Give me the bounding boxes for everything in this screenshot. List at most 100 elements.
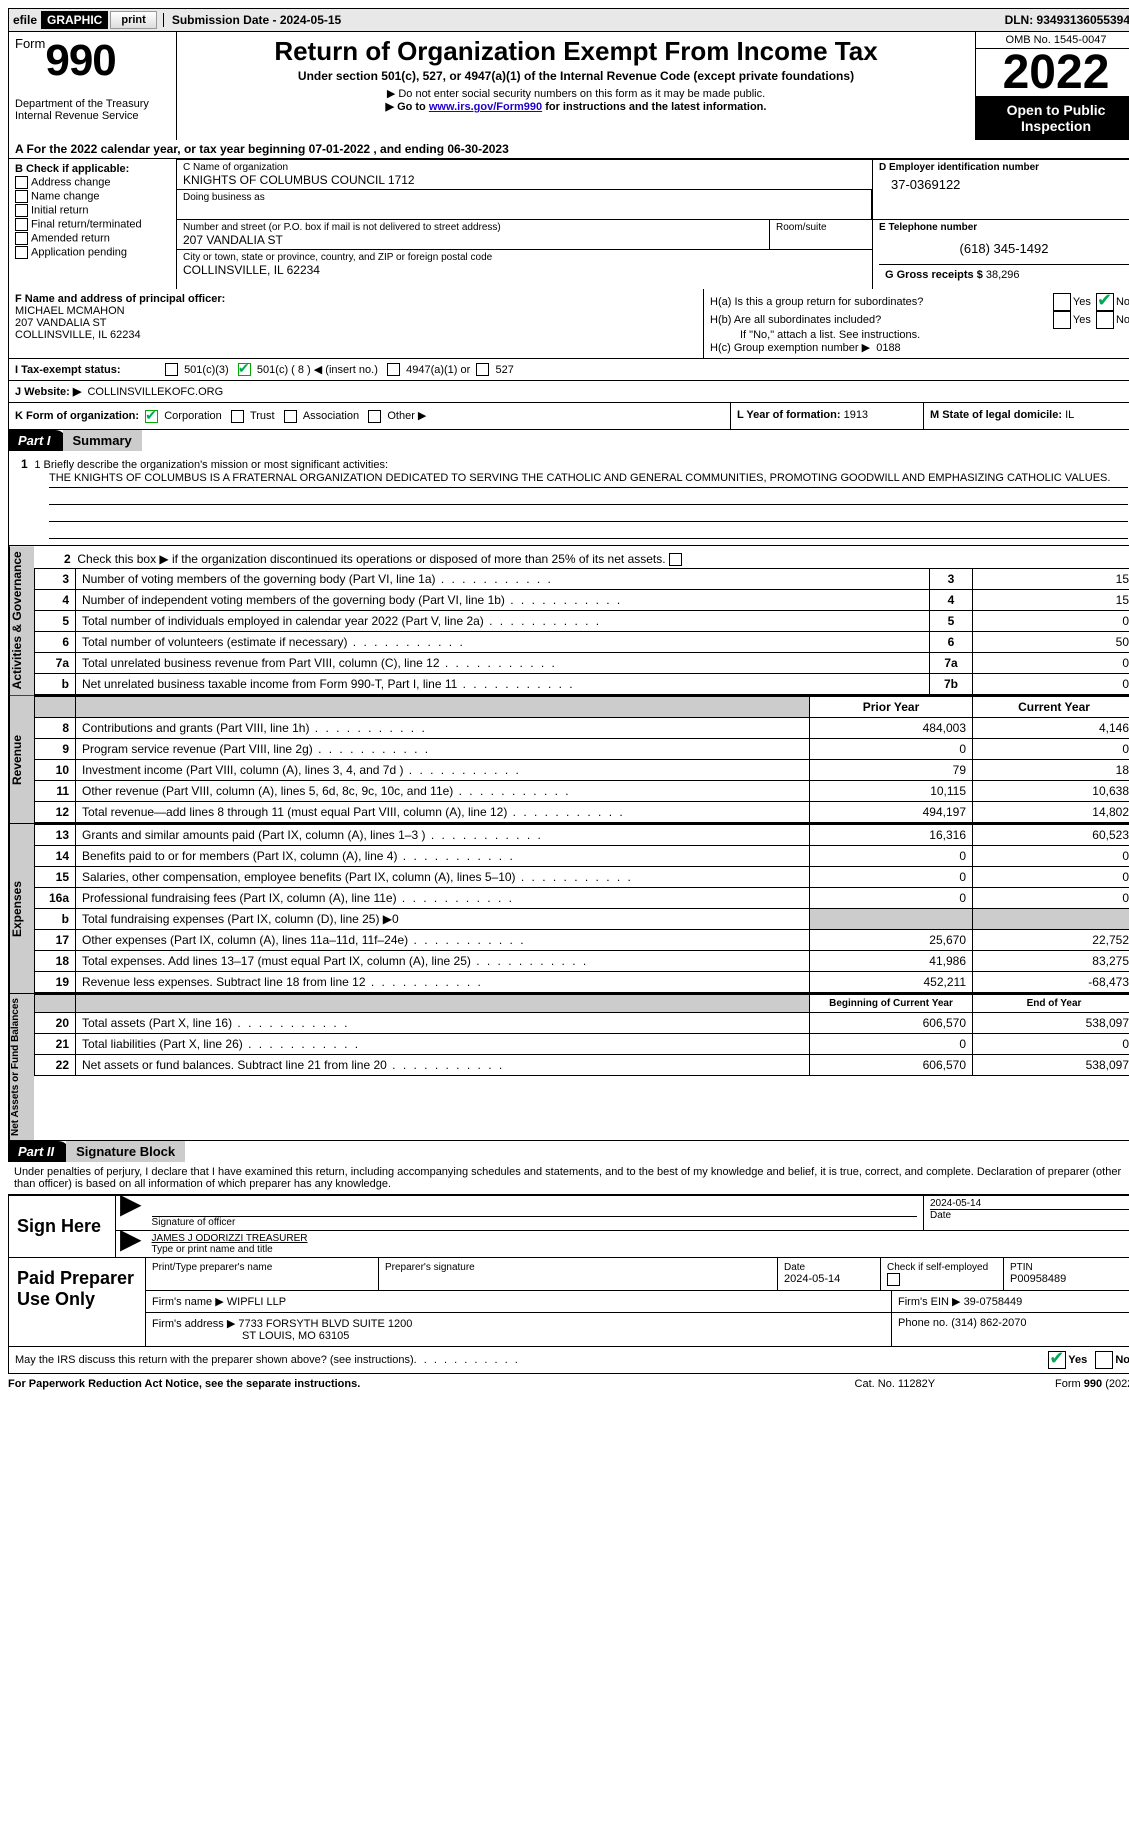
prior-value: 494,197 — [810, 802, 973, 823]
penalty-text: Under penalties of perjury, I declare th… — [8, 1162, 1129, 1195]
prior-value: 0 — [810, 867, 973, 888]
line-text: Salaries, other compensation, employee b… — [76, 867, 810, 888]
hb-no[interactable] — [1096, 311, 1114, 329]
discuss-row: May the IRS discuss this return with the… — [8, 1347, 1129, 1374]
begin-value: 606,570 — [810, 1055, 973, 1076]
line-no: 19 — [35, 972, 76, 993]
irs-link[interactable]: www.irs.gov/Form990 — [429, 101, 542, 113]
gross-value: 38,296 — [986, 269, 1020, 281]
prep-date: 2024-05-14 — [784, 1273, 874, 1285]
prior-value: 0 — [810, 739, 973, 760]
box-no: 4 — [930, 590, 973, 611]
line-text: Investment income (Part VIII, column (A)… — [76, 760, 810, 781]
gov-section: Activities & Governance 2 Check this box… — [8, 546, 1129, 696]
box-no: 6 — [930, 632, 973, 653]
i-527[interactable] — [476, 363, 489, 376]
line-value: 15 — [973, 569, 1129, 590]
efile-label: efile — [13, 13, 37, 27]
top-bar: efile GRAPHIC print Submission Date - 20… — [8, 8, 1129, 32]
discuss-yes[interactable] — [1048, 1351, 1066, 1369]
d-ein: D Employer identification number 37-0369… — [872, 159, 1129, 220]
print-button[interactable]: print — [110, 11, 156, 29]
line-text: Other revenue (Part VIII, column (A), li… — [76, 781, 810, 802]
room-box: Room/suite — [769, 220, 872, 249]
chk-initial[interactable]: Initial return — [15, 204, 170, 217]
sig-officer-label: Signature of officer — [152, 1216, 917, 1228]
i-501c[interactable] — [238, 363, 251, 376]
sig-date: 2024-05-14 — [930, 1198, 1129, 1209]
revenue-table: Prior Year Current Year8 Contributions a… — [34, 696, 1129, 823]
chk-name[interactable]: Name change — [15, 190, 170, 203]
line-no: 14 — [35, 846, 76, 867]
officer-street: 207 VANDALIA ST — [15, 317, 697, 329]
street-value: 207 VANDALIA ST — [183, 233, 763, 247]
current-value: 10,638 — [973, 781, 1129, 802]
chk-amended[interactable]: Amended return — [15, 232, 170, 245]
line-no: 6 — [35, 632, 76, 653]
line-text: Revenue less expenses. Subtract line 18 … — [76, 972, 810, 993]
graphic-badge: GRAPHIC — [41, 11, 108, 29]
line-text: Other expenses (Part IX, column (A), lin… — [76, 930, 810, 951]
firm-addr1: 7733 FORSYTH BLVD SUITE 1200 — [238, 1318, 412, 1330]
current-value: 14,802 — [973, 802, 1129, 823]
row-a-period: A For the 2022 calendar year, or tax yea… — [8, 140, 1129, 159]
line-no: 3 — [35, 569, 76, 590]
line-no: 12 — [35, 802, 76, 823]
note2: ▶ Go to www.irs.gov/Form990 for instruct… — [185, 100, 967, 113]
prior-value: 10,115 — [810, 781, 973, 802]
line-no: 13 — [35, 825, 76, 846]
ha-yes[interactable] — [1053, 293, 1071, 311]
discuss-no[interactable] — [1095, 1351, 1113, 1369]
klm-row: K Form of organization: Corporation Trus… — [8, 403, 1129, 430]
open-inspection: Open to Public Inspection — [976, 96, 1129, 140]
i-row: I Tax-exempt status: 501(c)(3) 501(c) ( … — [8, 359, 1129, 381]
b-header: B Check if applicable: — [15, 163, 170, 175]
self-employed-chk[interactable] — [887, 1273, 900, 1286]
prior-value: 16,316 — [810, 825, 973, 846]
c-name-box: C Name of organization KNIGHTS OF COLUMB… — [176, 159, 872, 190]
end-value: 538,097 — [973, 1055, 1129, 1076]
line-no: 8 — [35, 718, 76, 739]
line-no: 4 — [35, 590, 76, 611]
chk-final[interactable]: Final return/terminated — [15, 218, 170, 231]
line-text: Program service revenue (Part VIII, line… — [76, 739, 810, 760]
preparer-block: Paid Preparer Use Only Print/Type prepar… — [8, 1258, 1129, 1347]
officer-typed: JAMES J ODORIZZI TREASURER — [152, 1233, 1129, 1244]
hb-yes[interactable] — [1053, 311, 1071, 329]
current-value: 83,275 — [973, 951, 1129, 972]
k-trust[interactable] — [231, 410, 244, 423]
current-value: 0 — [973, 888, 1129, 909]
dept: Department of the Treasury — [15, 98, 170, 110]
netassets-table: Beginning of Current Year End of Year20 … — [34, 994, 1129, 1076]
typed-label: Type or print name and title — [152, 1244, 1129, 1255]
box-no: 7b — [930, 674, 973, 695]
expenses-section: Expenses 13 Grants and similar amounts p… — [8, 824, 1129, 994]
subtitle: Under section 501(c), 527, or 4947(a)(1)… — [185, 69, 967, 83]
tab-governance: Activities & Governance — [9, 546, 34, 695]
k-corp[interactable] — [145, 410, 158, 423]
k-other[interactable] — [368, 410, 381, 423]
k-assoc[interactable] — [284, 410, 297, 423]
hc-value: 0188 — [876, 342, 900, 354]
line-no: 17 — [35, 930, 76, 951]
chk-address[interactable]: Address change — [15, 176, 170, 189]
j-row: J Website: ▶ COLLINSVILLEKOFC.ORG — [8, 381, 1129, 403]
line-text: Net assets or fund balances. Subtract li… — [76, 1055, 810, 1076]
line-no: 7a — [35, 653, 76, 674]
current-value: 18 — [973, 760, 1129, 781]
chk-pending[interactable]: Application pending — [15, 246, 170, 259]
i-4947[interactable] — [387, 363, 400, 376]
i-501c3[interactable] — [165, 363, 178, 376]
h-column: H(a) Is this a group return for subordin… — [703, 289, 1129, 358]
prior-value: 41,986 — [810, 951, 973, 972]
begin-value: 0 — [810, 1034, 973, 1055]
line-value: 0 — [973, 611, 1129, 632]
current-value: 0 — [973, 739, 1129, 760]
box-no: 3 — [930, 569, 973, 590]
org-name: KNIGHTS OF COLUMBUS COUNCIL 1712 — [183, 173, 866, 187]
tab-revenue: Revenue — [9, 696, 34, 823]
city-value: COLLINSVILLE, IL 62234 — [183, 263, 866, 277]
ha-no[interactable] — [1096, 293, 1114, 311]
line-no: 16a — [35, 888, 76, 909]
begin-value: 606,570 — [810, 1013, 973, 1034]
